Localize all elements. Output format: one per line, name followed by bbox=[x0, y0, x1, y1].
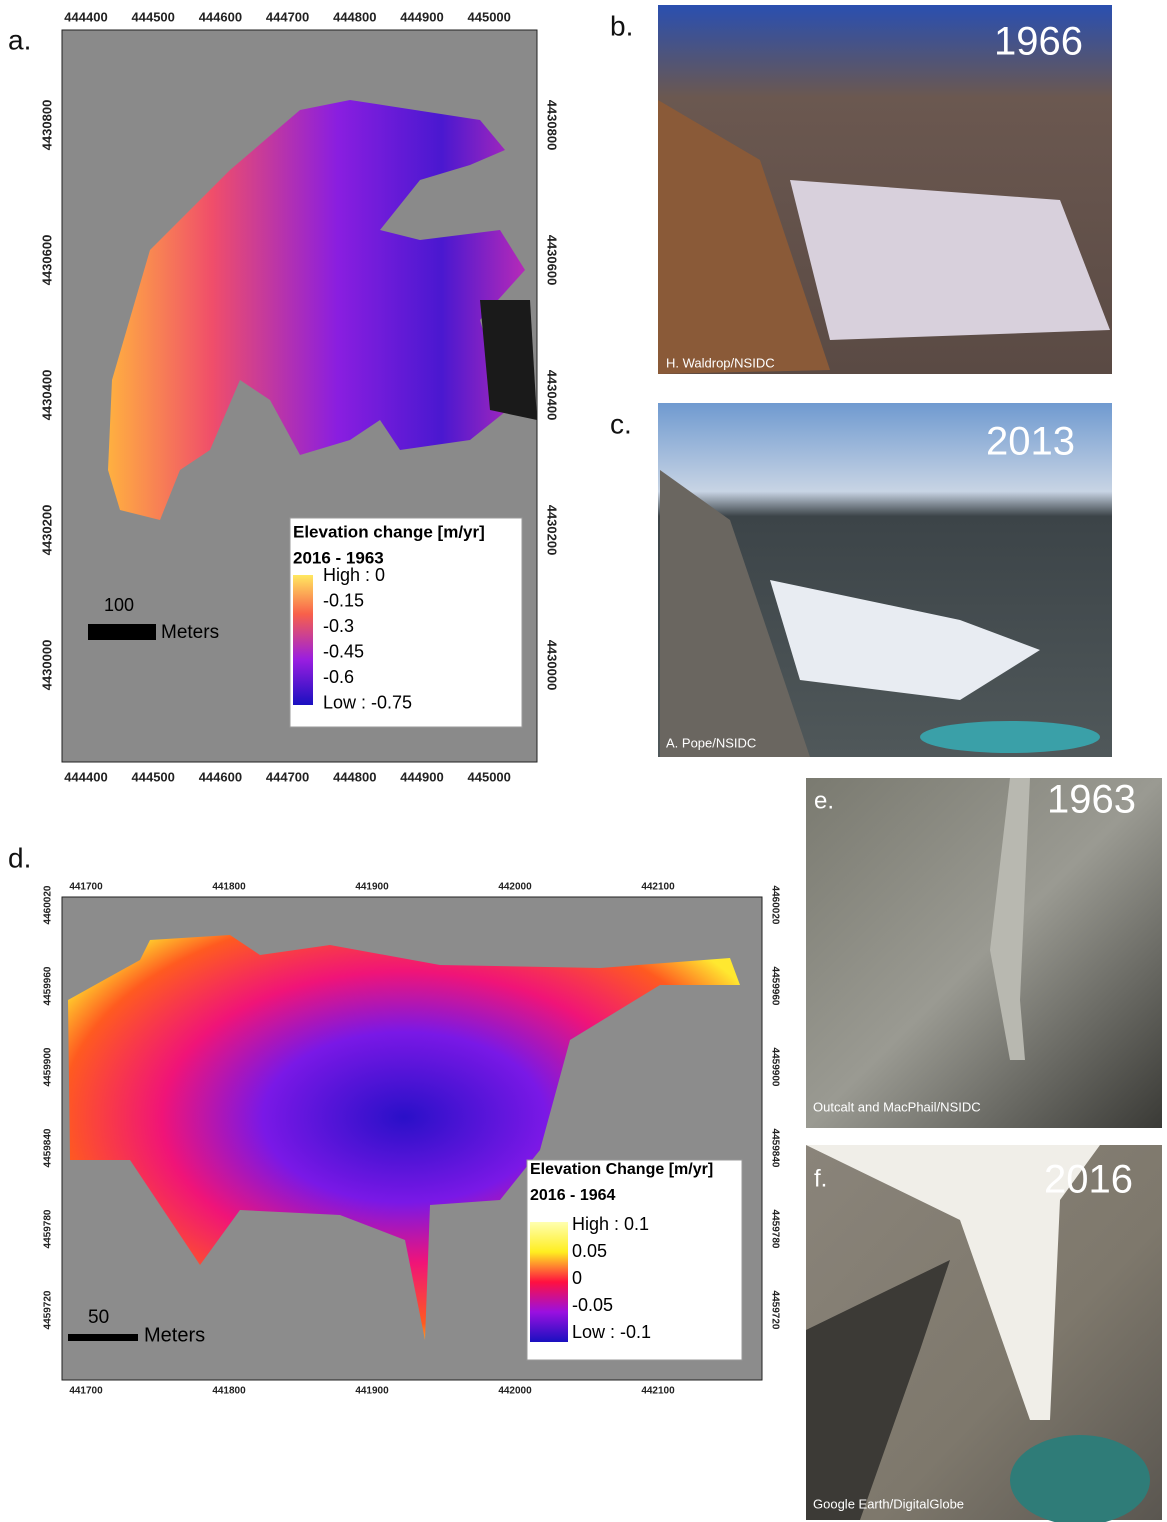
x-tick-label: 441900 bbox=[355, 882, 389, 893]
y-tick-label: 4459840 bbox=[43, 1128, 54, 1167]
panel-label: d. bbox=[8, 842, 31, 873]
legend-label: -0.15 bbox=[323, 590, 364, 610]
y-tick-label: 4459840 bbox=[769, 1129, 780, 1168]
y-tick-label: 4430600 bbox=[39, 235, 54, 286]
legend-label: High : 0 bbox=[323, 565, 385, 585]
y-tick-label: 4459960 bbox=[43, 966, 54, 1005]
x-tick-label: 444400 bbox=[64, 9, 107, 24]
photo-credit: Google Earth/DigitalGlobe bbox=[813, 1496, 964, 1511]
x-tick-label: 441900 bbox=[355, 1386, 389, 1397]
x-tick-label: 444500 bbox=[132, 9, 175, 24]
scale-bar bbox=[68, 1334, 138, 1341]
x-tick-label: 441700 bbox=[69, 1386, 103, 1397]
photo-year: 2013 bbox=[986, 420, 1075, 464]
legend-colorbar bbox=[293, 575, 313, 705]
x-tick-label: 444900 bbox=[400, 769, 443, 784]
scale-bar-distance: 50 bbox=[88, 1307, 109, 1328]
y-tick-label: 4430200 bbox=[545, 505, 560, 556]
x-tick-label: 444700 bbox=[266, 769, 309, 784]
legend-title: Elevation change [m/yr] bbox=[293, 522, 485, 541]
scale-bar bbox=[88, 624, 156, 640]
legend-label: High : 0.1 bbox=[572, 1214, 649, 1234]
photo-year: 2016 bbox=[1044, 1158, 1133, 1202]
photo-year: 1966 bbox=[994, 20, 1083, 64]
photo-credit: A. Pope/NSIDC bbox=[666, 735, 756, 750]
x-tick-label: 442100 bbox=[641, 882, 675, 893]
figure: a. b. c. d. 444400 444400 444500 444500 444600 44… bbox=[0, 0, 1167, 1522]
x-tick-label: 444400 bbox=[64, 769, 107, 784]
y-tick-label: 4430800 bbox=[545, 100, 560, 151]
photo-credit: Outcalt and MacPhail/NSIDC bbox=[813, 1099, 981, 1114]
legend-label: -0.05 bbox=[572, 1295, 613, 1315]
y-tick-label: 4460020 bbox=[769, 886, 780, 925]
x-tick-label: 444700 bbox=[266, 9, 309, 24]
y-tick-label: 4430400 bbox=[39, 370, 54, 421]
x-tick-label: 444600 bbox=[199, 9, 242, 24]
y-tick-label: 4460020 bbox=[43, 885, 54, 924]
scale-bar-unit: Meters bbox=[144, 1324, 205, 1346]
legend-label: Low : -0.75 bbox=[323, 692, 412, 712]
y-tick-label: 4430400 bbox=[545, 370, 560, 421]
y-tick-label: 4430200 bbox=[39, 505, 54, 556]
y-tick-label: 4430800 bbox=[39, 100, 54, 151]
x-tick-label: 444800 bbox=[333, 9, 376, 24]
x-tick-label: 444600 bbox=[199, 769, 242, 784]
y-tick-label: 4459780 bbox=[769, 1210, 780, 1249]
photo-lake bbox=[1010, 1435, 1150, 1522]
y-tick-label: 4459960 bbox=[769, 967, 780, 1006]
x-tick-label: 441800 bbox=[212, 1386, 246, 1397]
y-tick-label: 4459720 bbox=[769, 1291, 780, 1330]
scale-bar-unit: Meters bbox=[161, 622, 219, 643]
y-tick-label: 4459720 bbox=[43, 1290, 54, 1329]
legend-label: -0.45 bbox=[323, 641, 364, 661]
x-tick-label: 444500 bbox=[132, 769, 175, 784]
y-tick-label: 4459900 bbox=[769, 1048, 780, 1087]
x-tick-label: 445000 bbox=[468, 769, 511, 784]
x-tick-label: 444800 bbox=[333, 769, 376, 784]
legend-label: -0.3 bbox=[323, 616, 354, 636]
legend-colorbar bbox=[530, 1222, 568, 1342]
legend-subtitle: 2016 - 1964 bbox=[530, 1187, 616, 1204]
y-tick-label: 4430000 bbox=[545, 640, 560, 691]
y-tick-label: 4430600 bbox=[545, 235, 560, 286]
x-tick-label: 442100 bbox=[641, 1386, 675, 1397]
y-tick-label: 4430000 bbox=[39, 640, 54, 691]
legend-title: Elevation Change [m/yr] bbox=[530, 1161, 713, 1178]
legend-label: -0.6 bbox=[323, 667, 354, 687]
photo-credit: H. Waldrop/NSIDC bbox=[666, 355, 775, 370]
panel-label: c. bbox=[610, 408, 632, 439]
panel-label: e. bbox=[814, 787, 834, 814]
photo-lake bbox=[920, 721, 1100, 753]
scale-bar-distance: 100 bbox=[104, 595, 134, 615]
panel-label: f. bbox=[814, 1165, 827, 1192]
y-tick-label: 4459900 bbox=[43, 1047, 54, 1086]
x-tick-label: 441800 bbox=[212, 882, 246, 893]
panel-label: a. bbox=[8, 24, 31, 55]
legend-label: 0.05 bbox=[572, 1241, 607, 1261]
x-tick-label: 445000 bbox=[468, 9, 511, 24]
photo-year: 1963 bbox=[1047, 778, 1136, 822]
legend-label: Low : -0.1 bbox=[572, 1322, 651, 1342]
panel-label: b. bbox=[610, 10, 633, 41]
photo-1963 bbox=[806, 778, 1162, 1128]
y-tick-label: 4459780 bbox=[43, 1209, 54, 1248]
x-tick-label: 442000 bbox=[498, 882, 532, 893]
x-tick-label: 441700 bbox=[69, 882, 103, 893]
x-tick-label: 444900 bbox=[400, 9, 443, 24]
x-tick-label: 442000 bbox=[498, 1386, 532, 1397]
legend-label: 0 bbox=[572, 1268, 582, 1288]
